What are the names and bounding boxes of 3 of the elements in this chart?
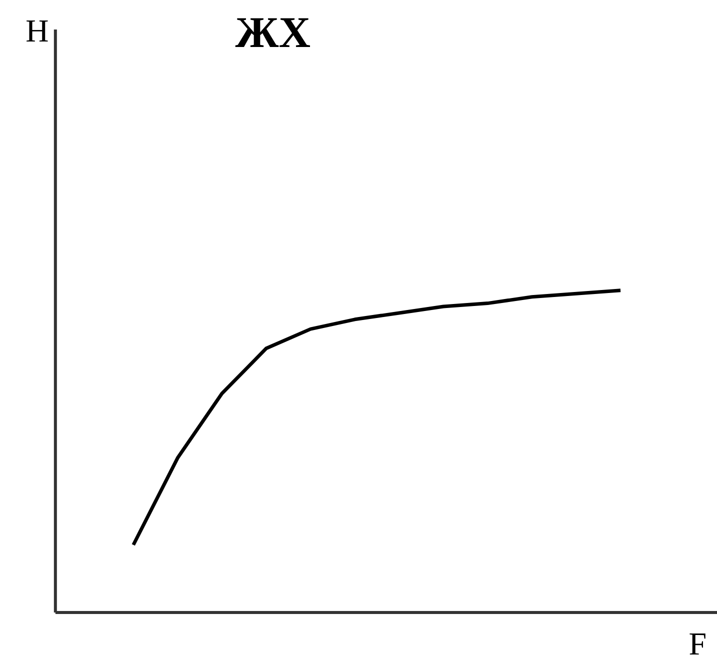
text: H	[26, 12, 49, 48]
x-axis-title: F	[688, 625, 707, 661]
chart-title: ЖХ	[235, 8, 311, 58]
